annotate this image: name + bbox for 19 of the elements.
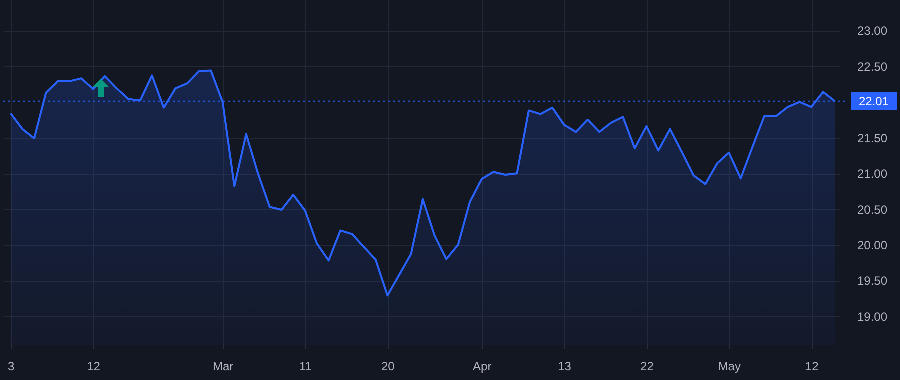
y-tick-label: 21.50 — [858, 131, 888, 146]
x-tick-label: May — [718, 360, 741, 374]
x-tick-label: 13 — [558, 360, 572, 374]
y-tick-label: 20.00 — [858, 238, 888, 252]
x-tick-label: 3 — [8, 360, 16, 374]
y-tick-label: 20.50 — [858, 202, 888, 217]
x-tick-label: 12 — [805, 360, 820, 374]
ref-line-label: 22.01 — [858, 94, 890, 108]
y-tick-label: 19.50 — [858, 274, 888, 288]
y-tick-label: 21.00 — [858, 167, 888, 182]
x-tick-label: 20 — [381, 360, 396, 374]
y-tick-label: 22.50 — [858, 60, 888, 74]
x-tick-label: 11 — [300, 360, 312, 374]
x-tick-label: 22 — [640, 360, 654, 374]
x-tick-label: Mar — [212, 360, 234, 374]
y-tick-label: 23.00 — [858, 24, 888, 38]
y-tick-label: 19.00 — [858, 310, 888, 324]
x-tick-label: 12 — [87, 360, 101, 374]
x-tick-label: Apr — [473, 360, 492, 374]
